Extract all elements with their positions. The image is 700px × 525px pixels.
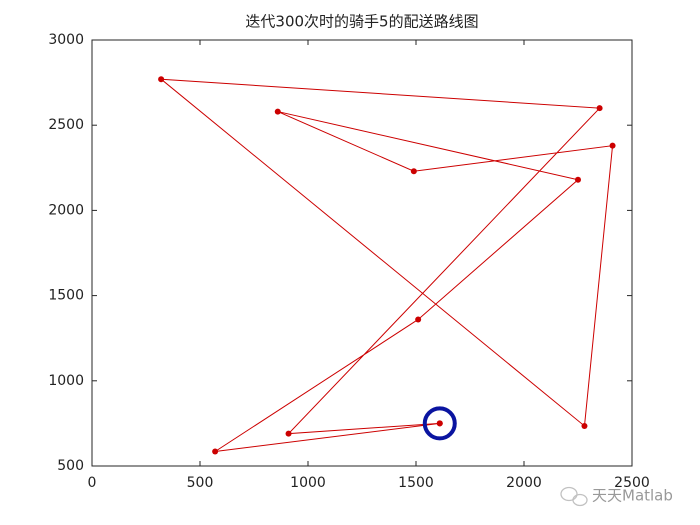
x-tick-label: 2000 — [506, 475, 542, 491]
route-line — [159, 78, 614, 453]
chart-title: 迭代300次时的骑手5的配送路线图 — [245, 13, 478, 31]
route-point — [436, 420, 443, 427]
route-point — [212, 448, 219, 455]
y-tick-label: 2500 — [48, 117, 84, 133]
x-tick-label: 2500 — [614, 475, 650, 491]
x-tick-label: 1000 — [290, 475, 326, 491]
y-tick-label: 2000 — [48, 202, 84, 218]
route-point — [410, 168, 417, 175]
route-point — [609, 142, 616, 149]
x-tick-label: 1500 — [398, 475, 434, 491]
route-point — [596, 105, 603, 112]
route-point — [575, 176, 581, 183]
plot-frame — [91, 39, 633, 467]
y-tick-label: 1500 — [48, 288, 84, 304]
y-tick-label: 3000 — [48, 32, 84, 48]
route-point — [274, 108, 281, 115]
route-point — [158, 76, 165, 83]
x-tick-label: 500 — [187, 475, 214, 491]
route-point — [285, 430, 292, 437]
y-tick-label: 500 — [57, 458, 84, 474]
start-marker — [422, 406, 457, 441]
route-point — [581, 422, 588, 429]
watermark: 天天Matlab — [592, 487, 673, 505]
y-tick-label: 1000 — [48, 373, 84, 389]
x-tick-label: 0 — [88, 475, 97, 491]
route-point — [415, 316, 422, 323]
watermark-icon — [560, 486, 588, 507]
